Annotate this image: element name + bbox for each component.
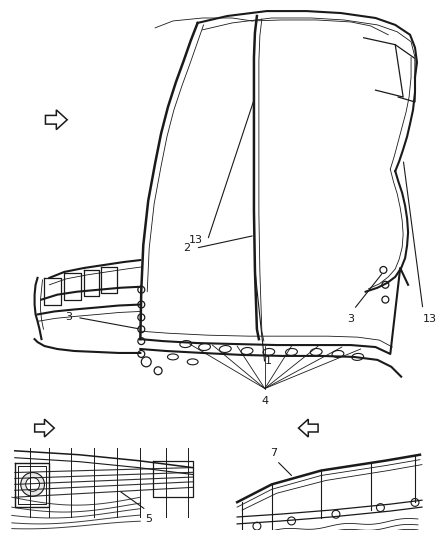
Circle shape bbox=[21, 473, 45, 496]
Circle shape bbox=[138, 301, 145, 308]
Text: 5: 5 bbox=[145, 514, 152, 524]
Text: 7: 7 bbox=[270, 448, 277, 458]
Circle shape bbox=[332, 510, 340, 518]
Circle shape bbox=[154, 367, 162, 375]
Text: 3: 3 bbox=[65, 312, 72, 322]
Ellipse shape bbox=[332, 351, 344, 358]
Ellipse shape bbox=[286, 349, 297, 356]
Ellipse shape bbox=[352, 353, 364, 360]
Ellipse shape bbox=[187, 359, 198, 365]
Circle shape bbox=[382, 296, 389, 303]
Text: 13: 13 bbox=[423, 314, 437, 325]
Circle shape bbox=[138, 286, 145, 293]
Circle shape bbox=[138, 314, 145, 321]
Circle shape bbox=[382, 281, 389, 288]
Ellipse shape bbox=[219, 345, 231, 352]
Circle shape bbox=[253, 522, 261, 530]
Text: 2: 2 bbox=[184, 243, 191, 253]
Circle shape bbox=[377, 504, 385, 512]
Text: 13: 13 bbox=[189, 235, 202, 245]
Text: 3: 3 bbox=[347, 314, 354, 325]
Ellipse shape bbox=[167, 354, 178, 360]
Ellipse shape bbox=[241, 348, 253, 354]
Ellipse shape bbox=[198, 344, 210, 351]
Text: 4: 4 bbox=[261, 397, 268, 407]
Circle shape bbox=[380, 266, 387, 273]
Ellipse shape bbox=[310, 349, 322, 356]
Circle shape bbox=[138, 337, 145, 344]
Circle shape bbox=[138, 351, 145, 358]
Circle shape bbox=[287, 517, 296, 525]
Text: 1: 1 bbox=[265, 356, 272, 366]
Ellipse shape bbox=[263, 349, 275, 356]
Circle shape bbox=[411, 498, 419, 506]
Ellipse shape bbox=[180, 341, 192, 348]
Circle shape bbox=[26, 478, 39, 491]
Circle shape bbox=[141, 357, 151, 367]
Circle shape bbox=[138, 326, 145, 333]
